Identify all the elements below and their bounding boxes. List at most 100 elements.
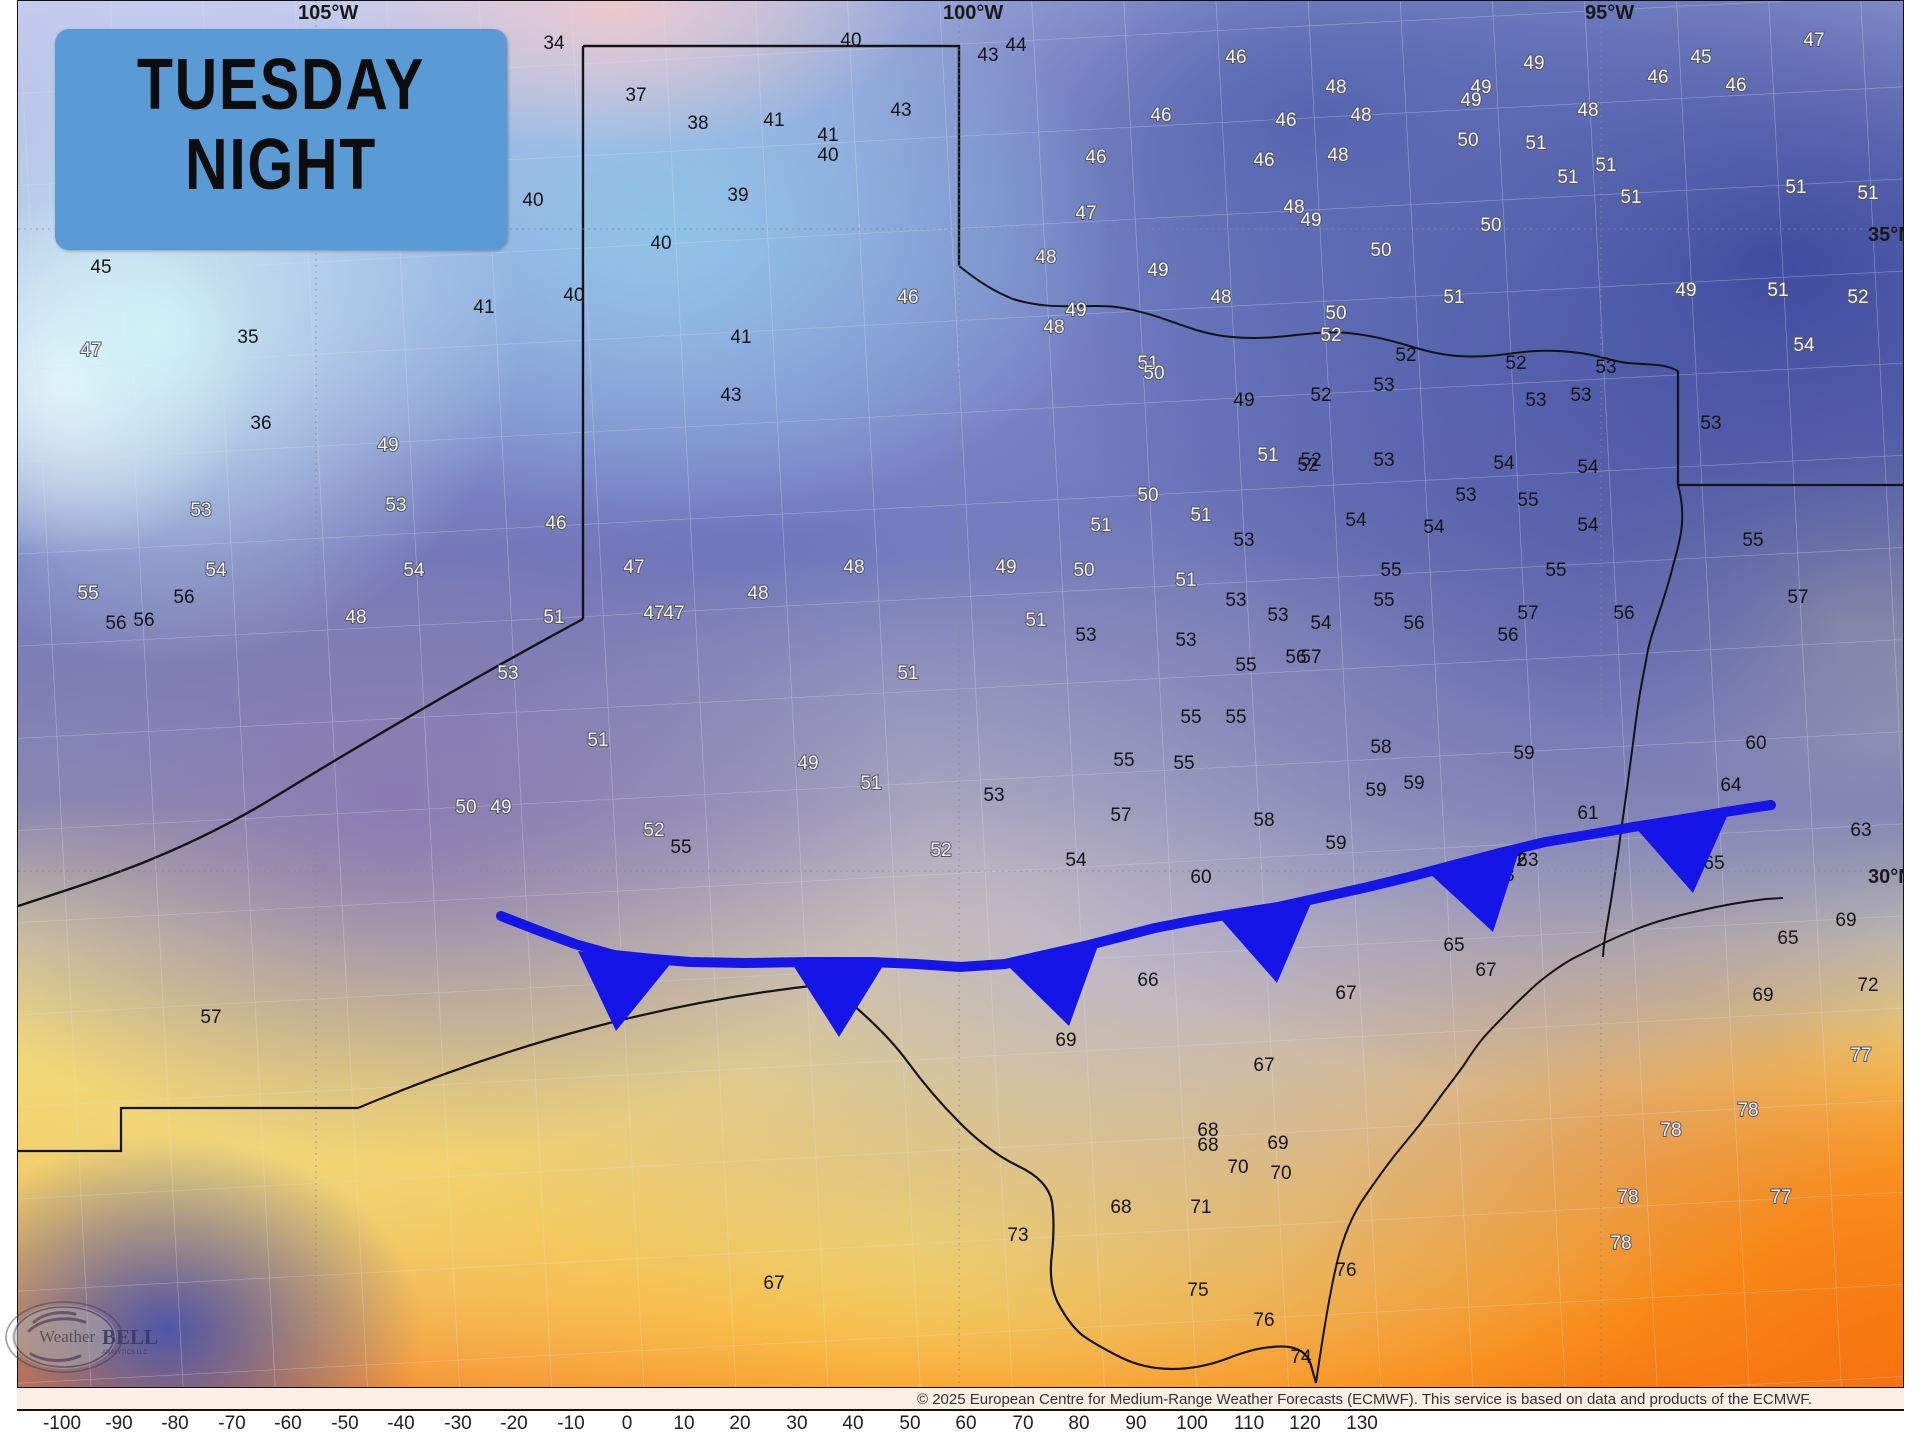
svg-text:44: 44 xyxy=(1005,35,1027,56)
svg-text:54: 54 xyxy=(1493,453,1515,474)
svg-text:40: 40 xyxy=(522,190,543,211)
svg-text:35: 35 xyxy=(237,327,258,348)
svg-text:49: 49 xyxy=(490,797,511,818)
svg-text:43: 43 xyxy=(890,100,911,121)
svg-text:54: 54 xyxy=(1577,515,1599,536)
svg-text:55: 55 xyxy=(1235,655,1256,676)
svg-text:75: 75 xyxy=(1187,1280,1208,1301)
svg-text:53: 53 xyxy=(385,495,406,516)
svg-text:47: 47 xyxy=(643,603,664,624)
svg-text:57: 57 xyxy=(1110,805,1131,826)
svg-text:69: 69 xyxy=(1752,985,1773,1006)
svg-text:57: 57 xyxy=(1300,647,1321,668)
svg-text:53: 53 xyxy=(1225,590,1246,611)
svg-text:54: 54 xyxy=(1793,335,1815,356)
svg-text:76: 76 xyxy=(1335,1260,1356,1281)
svg-text:48: 48 xyxy=(1350,105,1371,126)
svg-text:48: 48 xyxy=(345,607,366,628)
svg-text:67: 67 xyxy=(1475,960,1496,981)
svg-text:49: 49 xyxy=(1523,53,1544,74)
svg-text:54: 54 xyxy=(1577,457,1599,478)
svg-text:55: 55 xyxy=(1742,530,1763,551)
svg-text:48: 48 xyxy=(1210,287,1231,308)
svg-text:57: 57 xyxy=(1517,603,1538,624)
svg-text:51: 51 xyxy=(543,607,564,628)
svg-text:47: 47 xyxy=(80,340,101,361)
svg-text:95°W: 95°W xyxy=(1585,2,1634,24)
svg-text:53: 53 xyxy=(190,500,211,521)
svg-text:49: 49 xyxy=(1675,280,1696,301)
svg-text:47: 47 xyxy=(1803,30,1824,51)
svg-text:54: 54 xyxy=(403,560,425,581)
svg-text:54: 54 xyxy=(1065,850,1087,871)
svg-text:46: 46 xyxy=(1275,110,1296,131)
svg-text:52: 52 xyxy=(1847,287,1868,308)
svg-text:51: 51 xyxy=(1785,177,1806,198)
svg-text:50: 50 xyxy=(1370,240,1391,261)
svg-text:55: 55 xyxy=(1517,490,1538,511)
svg-text:55: 55 xyxy=(1180,707,1201,728)
svg-text:59: 59 xyxy=(1513,743,1534,764)
svg-text:41: 41 xyxy=(473,297,494,318)
svg-text:40: 40 xyxy=(650,233,671,254)
svg-text:51: 51 xyxy=(1190,505,1211,526)
svg-text:52: 52 xyxy=(643,820,664,841)
svg-text:72: 72 xyxy=(1857,975,1878,996)
svg-text:56: 56 xyxy=(1403,613,1424,634)
svg-text:41: 41 xyxy=(763,110,784,131)
svg-text:53: 53 xyxy=(1373,450,1394,471)
svg-text:37: 37 xyxy=(625,85,646,106)
svg-text:56: 56 xyxy=(1613,603,1634,624)
svg-text:59: 59 xyxy=(1365,780,1386,801)
svg-text:67: 67 xyxy=(1253,1055,1274,1076)
svg-text:55: 55 xyxy=(1173,753,1194,774)
svg-text:43: 43 xyxy=(977,45,998,66)
svg-text:56: 56 xyxy=(105,613,126,634)
svg-text:54: 54 xyxy=(1345,510,1367,531)
svg-text:52: 52 xyxy=(1297,455,1318,476)
svg-text:47: 47 xyxy=(663,603,684,624)
svg-text:51: 51 xyxy=(1595,155,1616,176)
svg-text:49: 49 xyxy=(377,435,398,456)
svg-text:45: 45 xyxy=(90,257,111,278)
svg-text:49: 49 xyxy=(1147,260,1168,281)
svg-text:46: 46 xyxy=(1725,75,1746,96)
svg-text:78: 78 xyxy=(1737,1100,1758,1121)
svg-text:48: 48 xyxy=(747,583,768,604)
svg-text:53: 53 xyxy=(1373,375,1394,396)
svg-text:78: 78 xyxy=(1610,1233,1631,1254)
svg-text:53: 53 xyxy=(1525,390,1546,411)
svg-text:53: 53 xyxy=(1700,413,1721,434)
svg-text:39: 39 xyxy=(727,185,748,206)
svg-text:64: 64 xyxy=(1720,775,1742,796)
svg-text:46: 46 xyxy=(1225,47,1246,68)
svg-text:52: 52 xyxy=(1395,345,1416,366)
svg-text:58: 58 xyxy=(1370,737,1391,758)
svg-text:66: 66 xyxy=(1137,970,1158,991)
svg-text:48: 48 xyxy=(1325,77,1346,98)
svg-text:70: 70 xyxy=(1227,1157,1248,1178)
svg-text:51: 51 xyxy=(897,663,918,684)
svg-text:49: 49 xyxy=(1233,390,1254,411)
svg-text:71: 71 xyxy=(1190,1197,1211,1218)
svg-text:52: 52 xyxy=(930,840,951,861)
svg-text:52: 52 xyxy=(1505,353,1526,374)
svg-text:45: 45 xyxy=(1690,47,1711,68)
svg-text:46: 46 xyxy=(897,287,918,308)
svg-text:73: 73 xyxy=(1007,1225,1028,1246)
svg-text:78: 78 xyxy=(1617,1187,1638,1208)
svg-text:76: 76 xyxy=(1253,1310,1274,1331)
svg-text:34: 34 xyxy=(543,33,565,54)
svg-text:78: 78 xyxy=(1660,1120,1681,1141)
svg-text:36: 36 xyxy=(250,413,271,434)
svg-text:77: 77 xyxy=(1770,1187,1791,1208)
svg-text:30°N: 30°N xyxy=(1868,866,1904,888)
svg-text:51: 51 xyxy=(860,773,881,794)
svg-text:55: 55 xyxy=(1380,560,1401,581)
svg-text:50: 50 xyxy=(1137,485,1158,506)
svg-text:51: 51 xyxy=(1620,187,1641,208)
svg-text:77: 77 xyxy=(1850,1045,1871,1066)
svg-text:47: 47 xyxy=(623,557,644,578)
svg-text:50: 50 xyxy=(1457,130,1478,151)
svg-text:50: 50 xyxy=(1143,363,1164,384)
